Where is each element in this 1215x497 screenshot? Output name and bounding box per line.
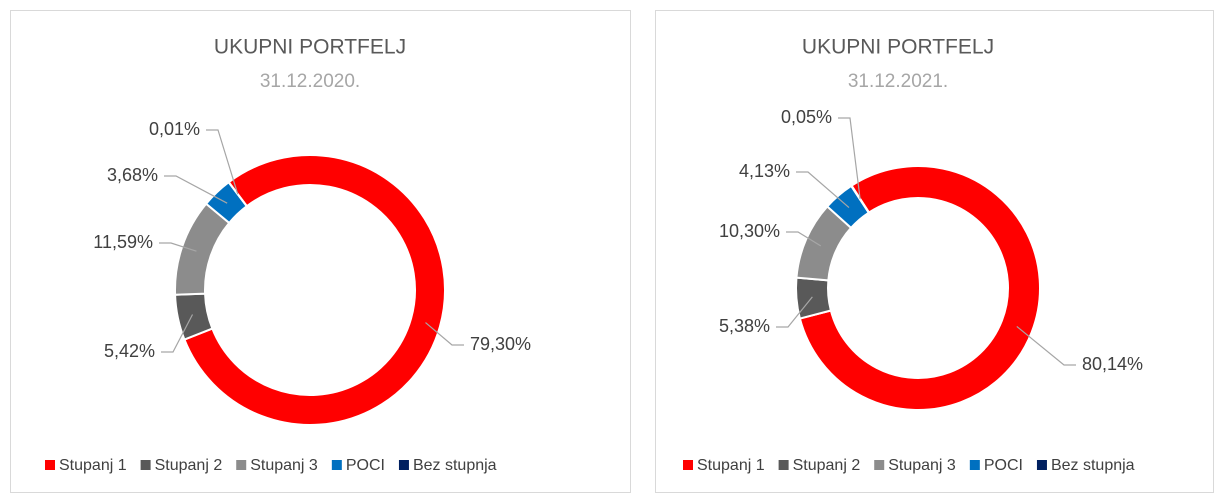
data-label: 11,59% [93,232,153,252]
leader-line [206,129,239,195]
leader-line [1016,325,1076,366]
legend-swatch [969,460,980,470]
donut-segment [183,154,446,426]
leader-line [425,322,464,346]
legend-label: POCI [346,457,385,474]
leader-line [164,175,228,204]
legend-swatch [45,460,55,470]
legend-label: Stupanj 2 [155,457,223,474]
legend-swatch [398,460,409,470]
leader-line [776,296,813,328]
leader-line [838,117,861,200]
data-label: 79,30% [470,334,531,354]
panel [655,10,1214,493]
legend-label: Stupanj 2 [793,457,861,474]
legend-swatch [1036,460,1047,470]
leader-line [159,242,197,252]
legend-swatch [778,460,789,470]
donut-segment [798,165,1041,411]
legend-label: POCI [984,457,1023,474]
legend-swatch [236,460,247,470]
legend-label: Stupanj 1 [697,457,765,474]
data-label: 10,30% [719,221,780,241]
chart-title: UKUPNI PORTFELJ [802,36,994,59]
data-label: 0,05% [781,107,832,127]
donut-segment [795,276,833,320]
data-label: 5,42% [104,341,155,361]
chart-subtitle: 31.12.2021. [848,71,948,92]
legend-label: Bez stupnja [413,457,497,474]
chart-subtitle: 31.12.2020. [260,71,360,92]
legend-label: Stupanj 3 [250,457,318,474]
legend-label: Stupanj 1 [59,457,127,474]
legend-swatch [331,460,342,470]
legend-swatch [140,460,151,470]
chart-title: UKUPNI PORTFELJ [214,36,406,59]
legend-label: Stupanj 3 [888,457,956,474]
data-label: 0,01% [149,119,200,139]
data-label: 4,13% [739,161,790,181]
leader-line [786,231,822,247]
data-label: 3,68% [107,165,158,185]
leader-line [796,171,850,208]
data-label: 5,38% [719,316,770,336]
legend-swatch [874,460,885,470]
legend-swatch [683,460,693,470]
data-label: 80,14% [1082,354,1143,374]
leader-line [161,314,194,353]
legend-label: Bez stupnja [1051,457,1135,474]
